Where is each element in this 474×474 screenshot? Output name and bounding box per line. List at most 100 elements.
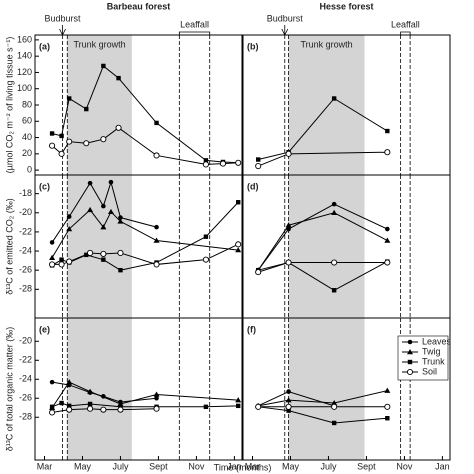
marker <box>235 247 242 253</box>
legend-marker <box>406 368 414 376</box>
leaffall-label: Leaffall <box>391 19 420 29</box>
marker <box>49 254 56 260</box>
trunk-growth-span <box>288 318 365 460</box>
marker <box>153 261 160 268</box>
marker <box>153 391 160 397</box>
legend-label: Soil <box>422 366 437 376</box>
marker <box>83 140 90 147</box>
marker <box>87 401 93 407</box>
y-axis-label: δ¹³C of emitted CO₂ (‰) <box>4 198 14 295</box>
marker <box>202 161 209 168</box>
marker <box>49 404 55 410</box>
marker <box>118 267 123 273</box>
marker <box>66 138 73 145</box>
marker <box>59 257 64 262</box>
marker <box>235 241 242 248</box>
y-tick-label: 60 <box>22 116 32 126</box>
y-tick-label: -28 <box>19 412 32 422</box>
marker <box>66 403 72 409</box>
marker <box>59 133 64 139</box>
trunk-growth-span <box>67 175 132 318</box>
leaffall-box <box>178 31 211 35</box>
marker <box>331 420 337 426</box>
panel-frame <box>34 317 243 461</box>
x-tick-label: Jan <box>435 461 450 471</box>
marker <box>384 403 391 410</box>
y-tick-label: -18 <box>19 188 32 198</box>
marker <box>117 406 124 413</box>
marker <box>285 397 292 403</box>
y-tick-label: 140 <box>17 51 32 61</box>
x-tick-label: May <box>282 461 300 471</box>
marker <box>100 224 107 230</box>
panel-frame <box>34 34 243 176</box>
marker <box>285 403 292 410</box>
panel-title: Barbeau forest <box>107 1 171 11</box>
y-tick-label: 0 <box>27 164 32 174</box>
legend-label: Trunk <box>422 356 445 366</box>
leaffall-label: Leaffall <box>180 19 209 29</box>
marker <box>49 409 56 416</box>
marker <box>285 150 292 157</box>
x-tick-label: May <box>74 461 92 471</box>
marker <box>154 395 159 401</box>
trunk-growth-span <box>67 35 132 175</box>
marker <box>87 206 94 213</box>
panel-frame <box>242 317 451 461</box>
legend-marker <box>407 339 413 345</box>
marker <box>385 226 390 232</box>
marker <box>87 405 94 412</box>
marker <box>203 404 209 410</box>
marker <box>101 257 106 262</box>
y-tick-label: -22 <box>19 355 32 365</box>
y-tick-label: -28 <box>19 284 32 294</box>
y-tick-label: -24 <box>19 374 32 384</box>
budburst-label: Budburst <box>267 13 304 23</box>
marker <box>87 388 94 394</box>
marker <box>385 128 390 134</box>
panel-label: (d) <box>247 181 259 191</box>
series-line <box>257 203 388 271</box>
marker <box>49 379 55 385</box>
panel-label: (b) <box>247 41 259 51</box>
x-tick-label: Mar <box>245 461 261 471</box>
legend-box <box>397 335 449 381</box>
series-line <box>258 261 388 291</box>
panel-label: (c) <box>39 181 50 191</box>
series-line <box>51 209 239 258</box>
marker <box>101 63 106 69</box>
x-tick-label: Nov <box>396 461 413 471</box>
marker <box>66 379 73 385</box>
y-tick-label: -26 <box>19 265 32 275</box>
marker <box>115 124 122 131</box>
series-line <box>258 262 388 273</box>
marker <box>384 259 391 266</box>
trunk-growth-span <box>288 35 365 175</box>
marker <box>117 218 124 224</box>
marker <box>285 222 292 228</box>
marker <box>384 387 391 393</box>
marker <box>66 406 73 413</box>
marker <box>154 224 159 230</box>
marker <box>385 416 390 421</box>
marker <box>203 234 209 239</box>
marker <box>66 226 73 232</box>
trunk-growth-label: Trunk growth <box>300 39 352 49</box>
marker <box>49 261 56 268</box>
series-line <box>258 390 388 407</box>
y-tick-label: 100 <box>17 83 32 93</box>
marker <box>154 120 159 126</box>
marker <box>203 158 209 163</box>
y-tick-label: 160 <box>17 34 32 44</box>
x-tick-label: July <box>112 461 129 471</box>
marker <box>49 142 56 149</box>
marker <box>117 249 124 257</box>
marker <box>286 389 291 394</box>
marker <box>202 256 209 263</box>
y-tick-label: 20 <box>22 148 32 158</box>
marker <box>118 215 123 220</box>
y-tick-label: 40 <box>22 132 32 142</box>
marker <box>331 96 337 101</box>
marker <box>235 397 242 403</box>
